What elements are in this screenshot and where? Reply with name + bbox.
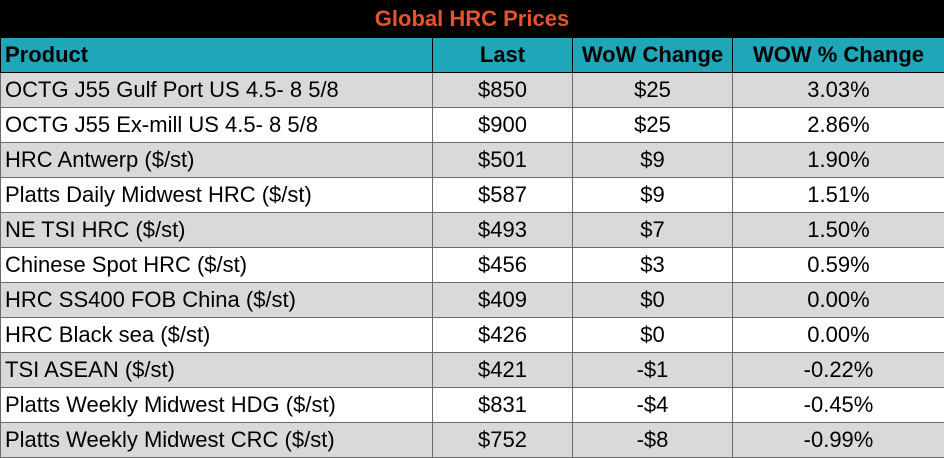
cell-wow-pct: -0.99%: [732, 422, 944, 458]
cell-last: $493: [432, 212, 573, 248]
cell-last: $421: [432, 352, 573, 388]
cell-product: Platts Daily Midwest HRC ($/st): [0, 177, 433, 213]
table-row: HRC Black sea ($/st) $426 $0 0.00%: [0, 317, 944, 353]
cell-wow-change: $0: [572, 317, 733, 353]
cell-wow-change: -$8: [572, 422, 733, 458]
cell-last: $850: [432, 72, 573, 108]
cell-wow-change: $25: [572, 107, 733, 143]
cell-wow-pct: 0.00%: [732, 317, 944, 353]
cell-product: NE TSI HRC ($/st): [0, 212, 433, 248]
cell-product: OCTG J55 Gulf Port US 4.5- 8 5/8: [0, 72, 433, 108]
cell-wow-pct: 0.59%: [732, 247, 944, 283]
table-row: HRC SS400 FOB China ($/st) $409 $0 0.00%: [0, 282, 944, 318]
cell-wow-pct: -0.22%: [732, 352, 944, 388]
table-row: Chinese Spot HRC ($/st) $456 $3 0.59%: [0, 247, 944, 283]
cell-wow-change: $9: [572, 142, 733, 178]
cell-wow-change: $9: [572, 177, 733, 213]
cell-last: $501: [432, 142, 573, 178]
table-row: Platts Weekly Midwest HDG ($/st) $831 -$4-…: [0, 387, 944, 423]
cell-wow-change: $7: [572, 212, 733, 248]
cell-product: HRC Black sea ($/st): [0, 317, 433, 353]
cell-wow-pct: 1.50%: [732, 212, 944, 248]
header-last: Last: [432, 37, 573, 73]
cell-wow-pct: 1.90%: [732, 142, 944, 178]
cell-wow-pct: -0.45%: [732, 387, 944, 423]
header-row: Product Last WoW Change WOW % Change: [0, 37, 944, 73]
cell-wow-pct: 2.86%: [732, 107, 944, 143]
cell-wow-change: $3: [572, 247, 733, 283]
cell-product: Platts Weekly Midwest HDG ($/st): [0, 387, 433, 423]
cell-last: $752: [432, 422, 573, 458]
table-title: Global HRC Prices: [374, 5, 570, 31]
cell-product: OCTG J55 Ex-mill US 4.5- 8 5/8: [0, 107, 433, 143]
table-row: Platts Daily Midwest HRC ($/st) $587 $9 1.5…: [0, 177, 944, 213]
cell-product: HRC SS400 FOB China ($/st): [0, 282, 433, 318]
header-wow-pct: WOW % Change: [732, 37, 944, 73]
table-row: Platts Weekly Midwest CRC ($/st) $752 -$8-…: [0, 422, 944, 458]
price-table: Product Last WoW Change WOW % Change OCT…: [0, 37, 944, 458]
cell-last: $900: [432, 107, 573, 143]
header-wow-change: WoW Change: [572, 37, 733, 73]
cell-last: $409: [432, 282, 573, 318]
cell-product: TSI ASEAN ($/st): [0, 352, 433, 388]
cell-wow-change: -$4: [572, 387, 733, 423]
cell-wow-pct: 1.51%: [732, 177, 944, 213]
cell-last: $831: [432, 387, 573, 423]
title-bar: Global HRC Prices: [0, 0, 944, 37]
cell-wow-change: $0: [572, 282, 733, 318]
table-row: HRC Antwerp ($/st) $501 $9 1.90%: [0, 142, 944, 178]
cell-wow-change: -$1: [572, 352, 733, 388]
header-product: Product: [0, 37, 433, 73]
cell-last: $426: [432, 317, 573, 353]
cell-wow-change: $25: [572, 72, 733, 108]
table-row: TSI ASEAN ($/st) $421 -$1 -0.22%: [0, 352, 944, 388]
table-row: OCTG J55 Ex-mill US 4.5- 8 5/8 $900 $25 2.8…: [0, 107, 944, 143]
table-row: OCTG J55 Gulf Port US 4.5- 8 5/8 $850 $25 3…: [0, 72, 944, 108]
table-row: NE TSI HRC ($/st) $493 $7 1.50%: [0, 212, 944, 248]
cell-product: HRC Antwerp ($/st): [0, 142, 433, 178]
cell-product: Platts Weekly Midwest CRC ($/st): [0, 422, 433, 458]
cell-last: $456: [432, 247, 573, 283]
cell-product: Chinese Spot HRC ($/st): [0, 247, 433, 283]
cell-wow-pct: 3.03%: [732, 72, 944, 108]
cell-last: $587: [432, 177, 573, 213]
cell-wow-pct: 0.00%: [732, 282, 944, 318]
